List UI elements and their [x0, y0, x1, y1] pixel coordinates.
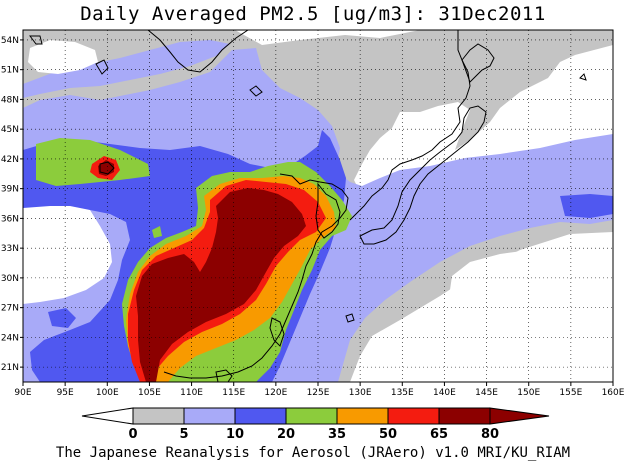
lon-tick-label: 100E [96, 388, 119, 398]
lon-tick-label: 160E [602, 388, 625, 398]
colorbar-label: 10 [226, 427, 244, 442]
lat-tick-label: 54N [1, 36, 19, 46]
coastline-hainan [215, 369, 233, 382]
lat-tick-label: 27N [1, 304, 19, 314]
footer-credit: The Japanese Reanalysis for Aerosol (JRA… [55, 445, 571, 461]
pm25-fields [23, 30, 613, 382]
lon-tick-label: 140E [433, 388, 456, 398]
colorbar-label: 20 [277, 427, 295, 442]
coastline-russia [147, 30, 249, 73]
lat-tick-label: 33N [1, 244, 19, 254]
coastline-inland-lake [95, 59, 109, 75]
lat-tick-label: 24N [1, 333, 19, 343]
coastline-kuril [579, 73, 587, 81]
coastline-hokkaido [461, 43, 495, 83]
lat-tick-label: 39N [1, 185, 19, 195]
coastline-baikal [29, 35, 43, 45]
lon-tick-label: 150E [517, 388, 540, 398]
lon-tick-label: 145E [475, 388, 498, 398]
coastline-korea [315, 182, 341, 239]
coastline-inland-lake-3 [249, 85, 263, 97]
colorbar-label: 65 [430, 427, 448, 442]
colorbar-segment [183, 407, 236, 425]
lon-tick-label: 120E [264, 388, 287, 398]
graticule [23, 30, 613, 382]
colorbar-label: 35 [328, 427, 346, 442]
lon-tick-label: 95E [57, 388, 74, 398]
lat-tick-label: 30N [1, 274, 19, 284]
colorbar-arrow-high [489, 407, 550, 425]
lon-tick-label: 130E [349, 388, 372, 398]
lat-tick-label: 36N [1, 214, 19, 224]
lon-tick-label: 135E [391, 388, 414, 398]
colorbar-label: 0 [128, 427, 137, 442]
colorbar-arrow-low [81, 407, 134, 425]
lon-tick-label: 125E [307, 388, 330, 398]
longitude-ticks: 90E 95E 100E 105E 110E 115E 120E 125E 130E 135E 14… [14, 382, 625, 398]
lat-tick-label: 21N [1, 363, 19, 373]
colorbar-label: 80 [481, 427, 499, 442]
colorbar-segment [285, 407, 338, 425]
colorbar-segment [234, 407, 287, 425]
field-white [23, 40, 613, 304]
lat-tick-label: 48N [1, 95, 19, 105]
lon-tick-label: 115E [222, 388, 245, 398]
lat-tick-label: 45N [1, 125, 19, 135]
map-title: Daily Averaged PM2.5 [ug/m3]: 31Dec2011 [80, 3, 546, 25]
colorbar-segment [132, 407, 185, 425]
lon-tick-label: 90E [14, 388, 31, 398]
coastline-island [345, 313, 355, 323]
lat-tick-label: 42N [1, 155, 19, 165]
lon-tick-label: 110E [180, 388, 203, 398]
coastline-taiwan [269, 317, 285, 347]
lon-tick-label: 105E [138, 388, 161, 398]
colorbar-segment [387, 407, 440, 425]
lat-tick-label: 51N [1, 66, 19, 76]
colorbar-segment [438, 407, 491, 425]
coastline-china [163, 173, 349, 379]
coastline-japan [359, 105, 487, 245]
latitude-ticks: 21N 24N 27N 30N 33N 36N 39N 42N 45N 48N 51N 54N [1, 36, 23, 373]
colorbar: 0 5 10 20 35 50 65 80 [81, 407, 550, 442]
colorbar-segment [336, 407, 389, 425]
coastline-eastern-asia [349, 30, 471, 221]
coastlines [29, 30, 587, 382]
lon-tick-label: 155E [559, 388, 582, 398]
colorbar-label: 50 [379, 427, 397, 442]
coastline-inland-lake-2 [99, 161, 115, 175]
colorbar-label: 5 [179, 427, 188, 442]
